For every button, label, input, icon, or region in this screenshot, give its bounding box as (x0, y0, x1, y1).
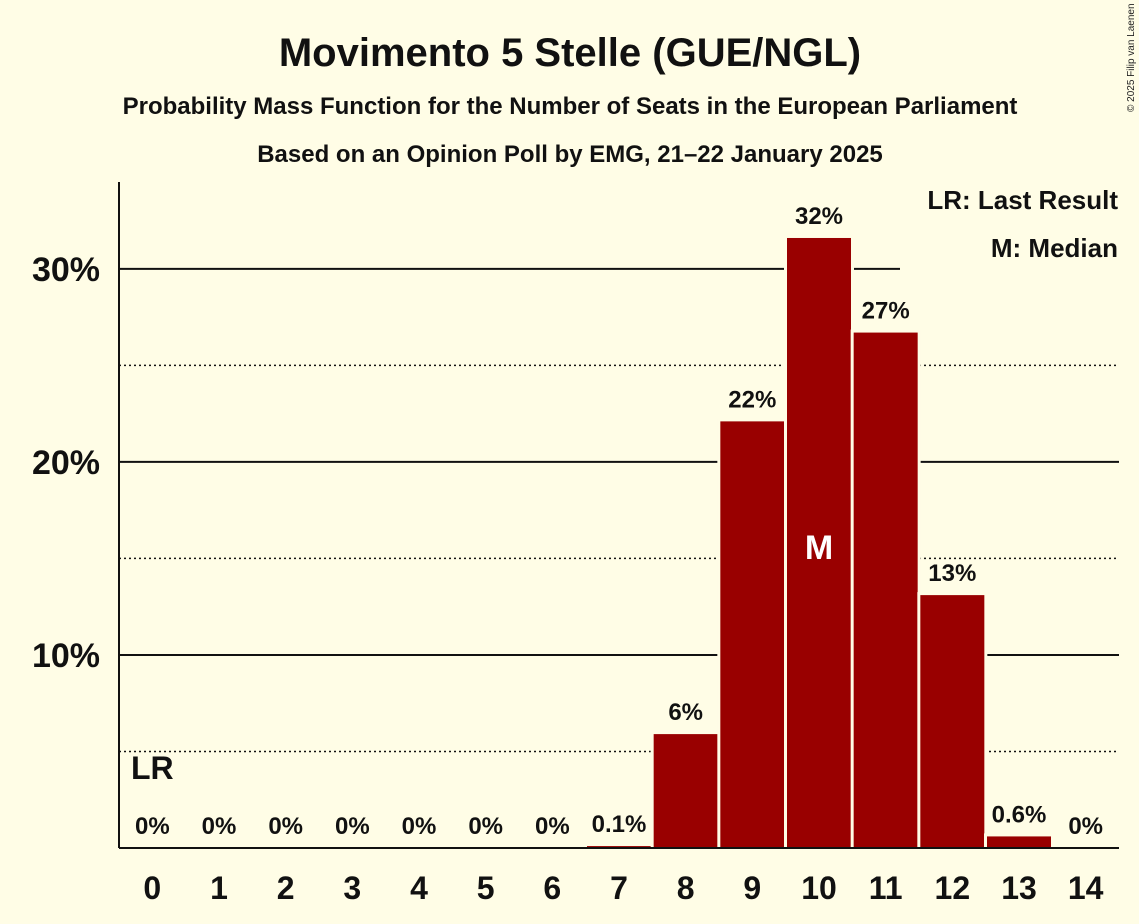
y-tick-label-30: 30% (32, 251, 100, 289)
x-tick-label-2: 2 (277, 870, 295, 906)
axes (118, 182, 1119, 849)
data-label-10: 32% (795, 203, 843, 230)
y-tick-label-20: 20% (32, 444, 100, 482)
data-label-9: 22% (728, 386, 776, 413)
y-tick-labels: 10% 20% 30% (32, 251, 100, 675)
x-tick-label-6: 6 (543, 870, 561, 906)
data-label-12: 13% (928, 560, 976, 587)
chart-subtitle: Probability Mass Function for the Number… (123, 93, 1018, 120)
bar-13 (987, 836, 1051, 848)
x-tick-label-3: 3 (343, 870, 361, 906)
x-tick-label-4: 4 (410, 870, 428, 906)
data-label-14: 0% (1068, 813, 1103, 840)
data-labels: 0% LR 0% 0% 0% 0% 0% 0% 0.1% 6% 22% 32% M 27% 13% 0.6% 0… (131, 203, 1103, 840)
bar-8 (653, 734, 718, 848)
data-label-3: 0% (335, 813, 370, 840)
data-label-0: 0% (135, 813, 170, 840)
data-label-11: 27% (862, 298, 910, 325)
bars (584, 234, 1054, 848)
chart-source: Based on an Opinion Poll by EMG, 21–22 J… (257, 141, 883, 168)
x-tick-label-10: 10 (801, 870, 837, 906)
data-label-6: 0% (535, 813, 570, 840)
copyright-notice: © 2025 Filip van Laenen (1126, 3, 1137, 112)
data-label-2: 0% (268, 813, 303, 840)
x-tick-label-7: 7 (610, 870, 628, 906)
legend-last-result: LR: Last Result (927, 185, 1118, 215)
data-label-5: 0% (468, 813, 503, 840)
x-tick-label-0: 0 (143, 870, 161, 906)
legend: LR: Last Result M: Median (900, 182, 1125, 270)
x-tick-label-12: 12 (935, 870, 971, 906)
legend-background (900, 182, 1125, 270)
bar-10 (787, 237, 851, 848)
bar-9 (720, 421, 785, 848)
chart-title: Movimento 5 Stelle (GUE/NGL) (279, 31, 861, 75)
data-label-13: 0.6% (992, 801, 1047, 828)
gridlines (119, 267, 1119, 753)
x-tick-label-9: 9 (743, 870, 761, 906)
bar-halo-7 (584, 843, 654, 848)
bar-11 (853, 332, 918, 848)
x-tick-label-5: 5 (477, 870, 495, 906)
x-tick-label-14: 14 (1068, 870, 1104, 906)
x-tick-labels: 0 1 2 3 4 5 6 7 8 9 10 11 12 13 14 (143, 870, 1103, 906)
x-tick-label-11: 11 (869, 870, 903, 906)
bar-12 (920, 595, 985, 848)
y-tick-label-10: 10% (32, 637, 100, 675)
legend-median: M: Median (991, 233, 1118, 263)
last-result-marker: LR (131, 750, 174, 786)
x-tick-label-1: 1 (210, 870, 228, 906)
x-tick-label-13: 13 (1001, 870, 1037, 906)
median-marker: M (805, 529, 833, 567)
data-label-4: 0% (402, 813, 437, 840)
data-label-1: 0% (202, 813, 237, 840)
x-tick-label-8: 8 (677, 870, 695, 906)
data-label-7: 0.1% (592, 811, 647, 838)
data-label-8: 6% (668, 699, 703, 726)
